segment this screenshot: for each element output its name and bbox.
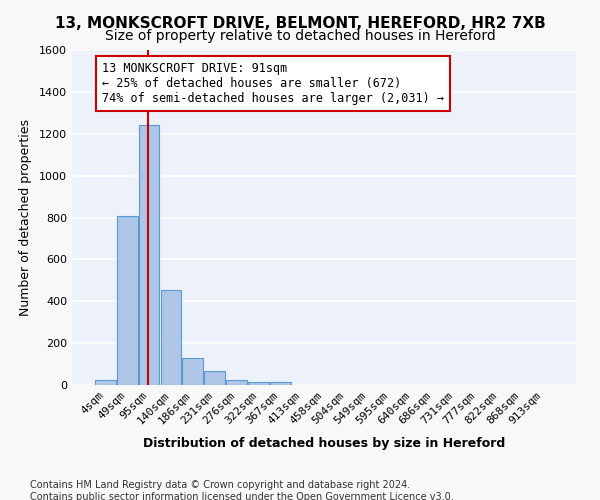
Bar: [139, 126, 160, 385]
Bar: [95, 380, 116, 385]
Bar: [248, 382, 269, 385]
Text: 13, MONKSCROFT DRIVE, BELMONT, HEREFORD, HR2 7XB: 13, MONKSCROFT DRIVE, BELMONT, HEREFORD,…: [55, 16, 545, 31]
Text: 13 MONKSCROFT DRIVE: 91sqm
← 25% of detached houses are smaller (672)
74% of sem: 13 MONKSCROFT DRIVE: 91sqm ← 25% of deta…: [102, 62, 444, 104]
Bar: [226, 380, 247, 385]
Text: Contains HM Land Registry data © Crown copyright and database right 2024.
Contai: Contains HM Land Registry data © Crown c…: [30, 480, 454, 500]
Y-axis label: Number of detached properties: Number of detached properties: [19, 119, 32, 316]
Bar: [270, 382, 290, 385]
Text: Size of property relative to detached houses in Hereford: Size of property relative to detached ho…: [104, 29, 496, 43]
Bar: [182, 358, 203, 385]
Bar: [204, 372, 225, 385]
Bar: [117, 216, 137, 385]
X-axis label: Distribution of detached houses by size in Hereford: Distribution of detached houses by size …: [143, 436, 505, 450]
Bar: [161, 290, 181, 385]
